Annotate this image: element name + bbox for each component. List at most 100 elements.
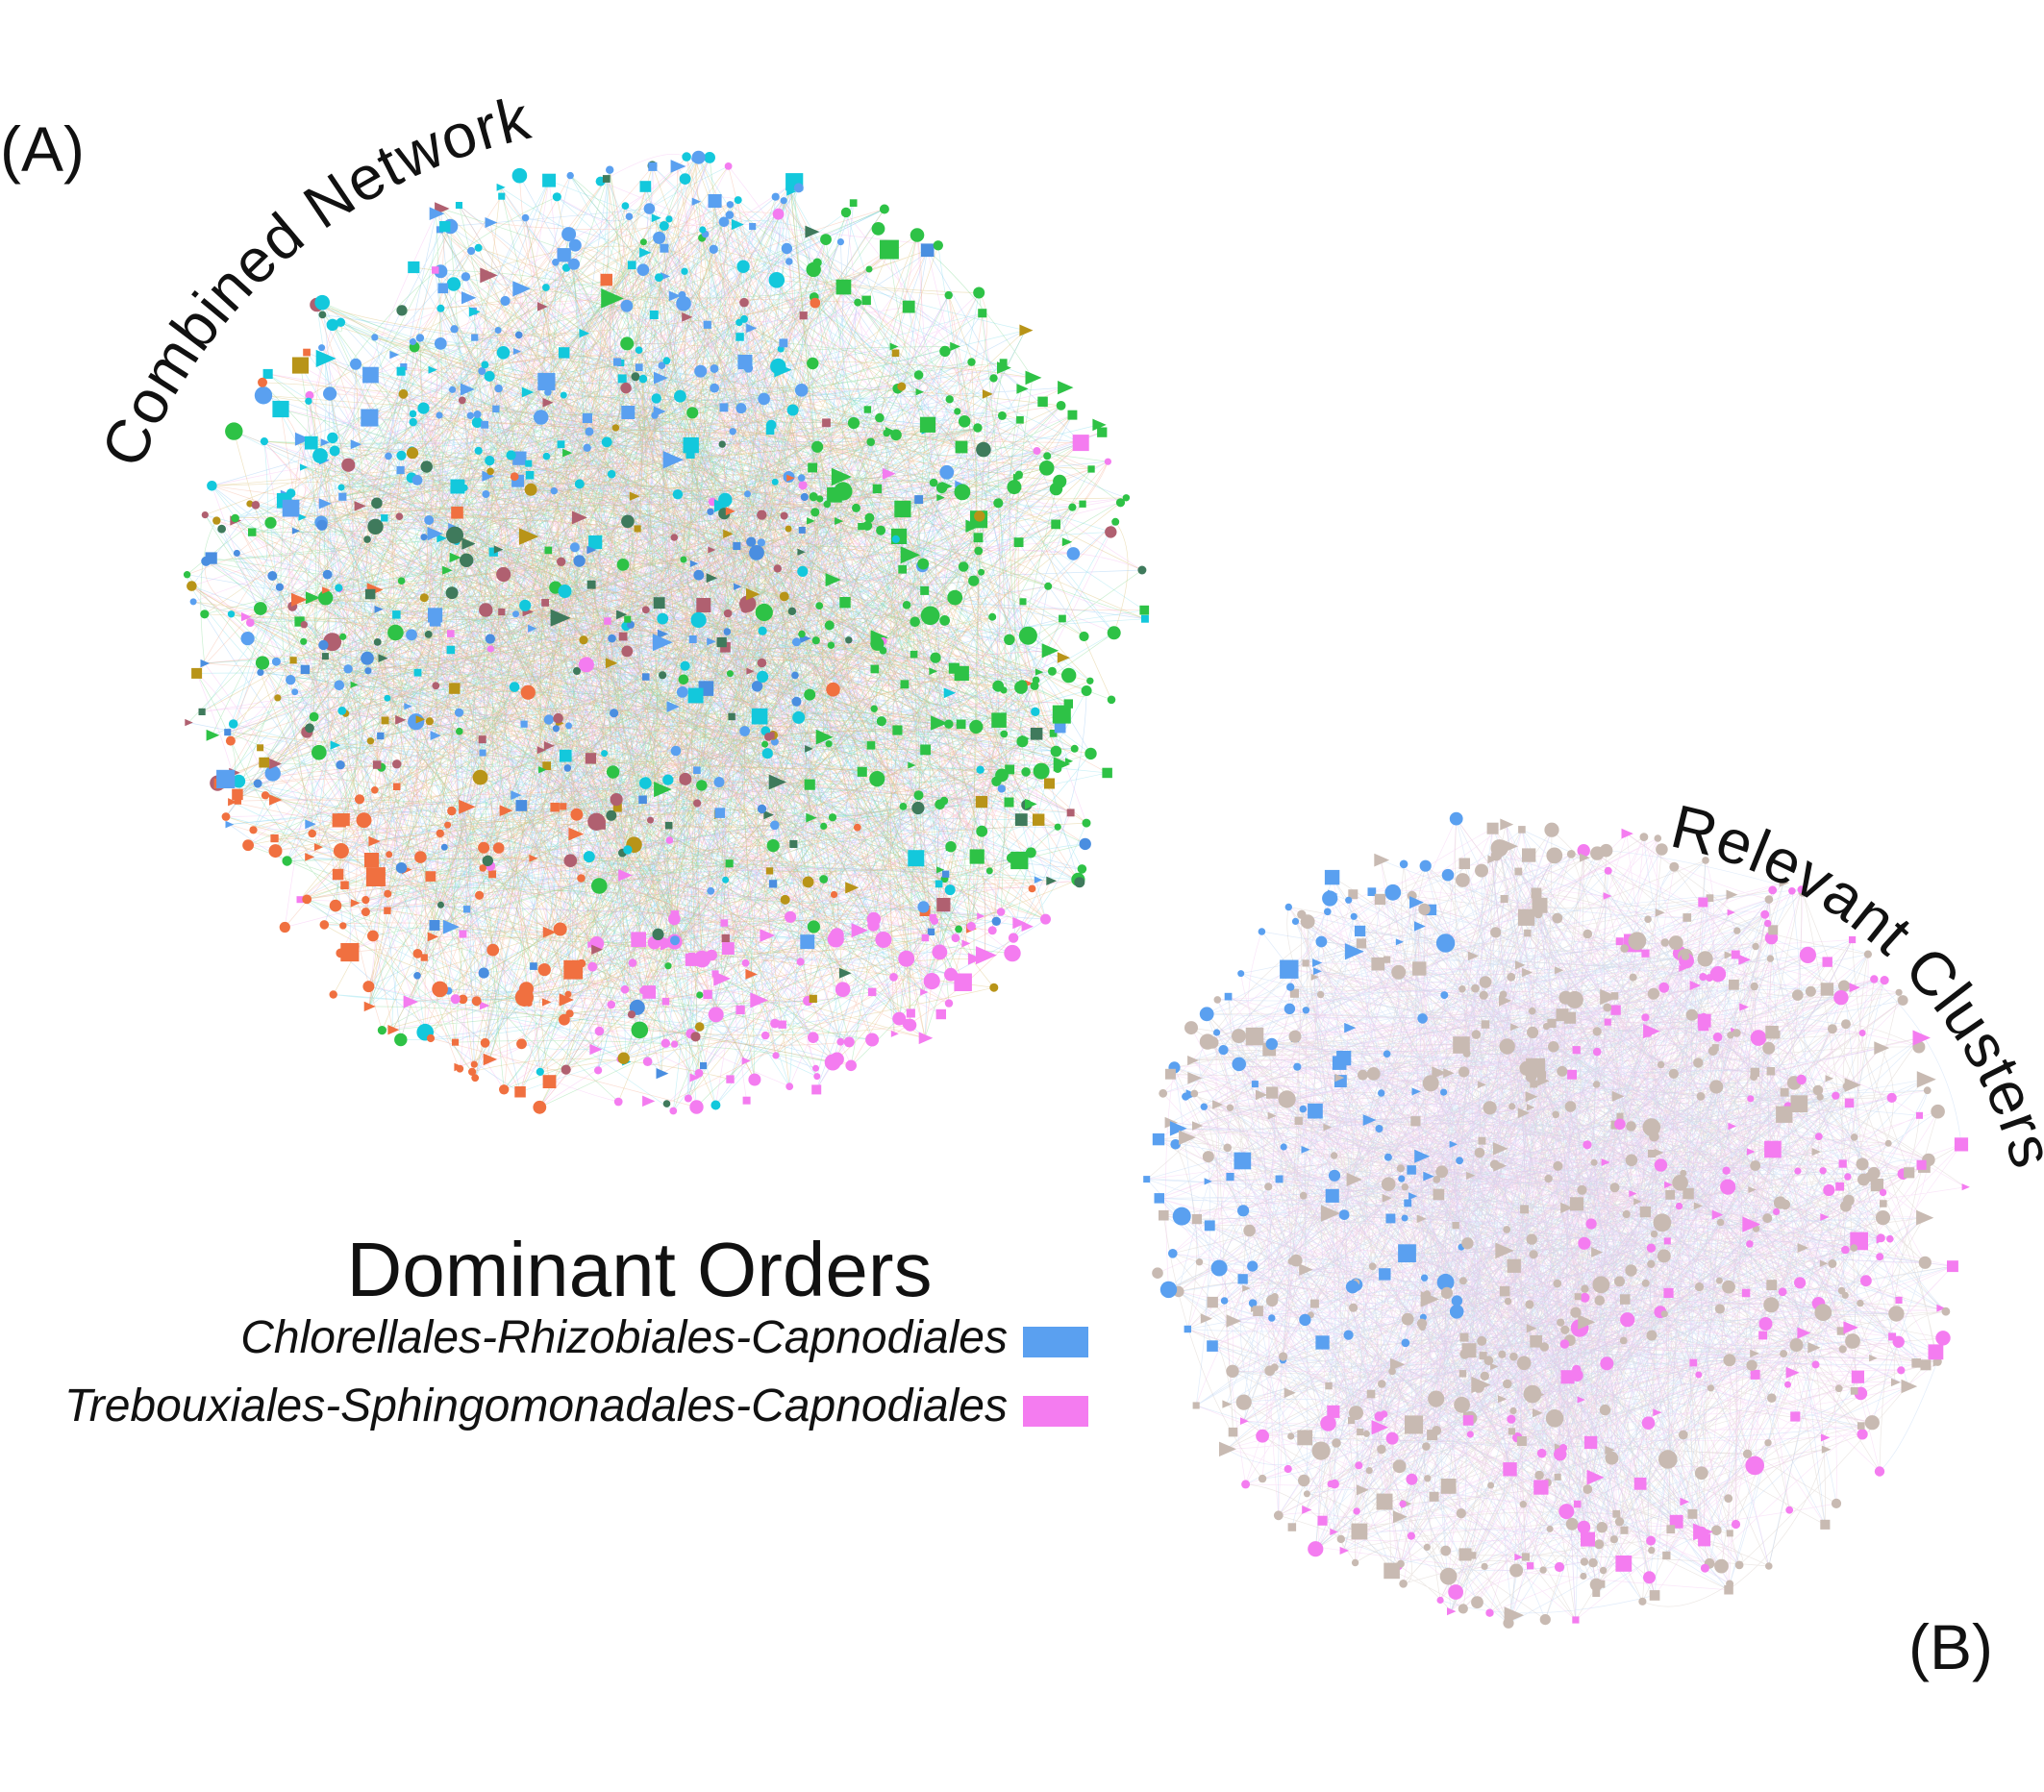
- node-circle: [976, 441, 991, 458]
- node-square: [1478, 1136, 1486, 1145]
- node-circle: [1544, 822, 1559, 837]
- node-circle: [875, 412, 885, 423]
- node-circle: [1315, 935, 1328, 948]
- node-circle: [371, 334, 379, 341]
- node-square: [1154, 1193, 1164, 1204]
- node-circle: [989, 374, 998, 383]
- node-triangle: [305, 591, 320, 605]
- node-circle: [1299, 1191, 1308, 1200]
- node-circle: [813, 1073, 821, 1081]
- node-circle: [1448, 1584, 1463, 1600]
- node-triangle: [1299, 1263, 1313, 1276]
- node-triangle: [1301, 1145, 1310, 1154]
- node-circle: [631, 1021, 649, 1039]
- node-circle: [1845, 1333, 1860, 1349]
- node-circle: [1792, 989, 1804, 1001]
- node-circle: [1213, 1029, 1221, 1036]
- node-square: [849, 199, 858, 207]
- node-square: [872, 484, 883, 494]
- node-square: [999, 359, 1008, 367]
- node-square: [612, 803, 622, 812]
- node-circle: [482, 490, 490, 498]
- node-triangle: [461, 537, 476, 550]
- node-circle: [1355, 1461, 1363, 1470]
- node-square: [1530, 1334, 1542, 1348]
- node-triangle: [305, 853, 315, 861]
- node-circle: [533, 1100, 547, 1114]
- node-circle: [436, 411, 443, 419]
- node-circle: [274, 694, 282, 702]
- node-square: [1697, 1013, 1711, 1028]
- node-circle: [496, 346, 511, 360]
- node-circle: [704, 152, 715, 163]
- node-circle: [1320, 1415, 1336, 1431]
- node-triangle: [1302, 1506, 1312, 1514]
- node-square: [1507, 1258, 1521, 1273]
- edge-bundle: [191, 157, 1146, 1108]
- node-circle: [1424, 1475, 1432, 1482]
- node-circle: [758, 392, 770, 406]
- node-triangle: [1362, 1114, 1377, 1126]
- node-square: [1033, 813, 1045, 826]
- node-triangle: [1825, 1075, 1834, 1083]
- node-square: [1452, 1222, 1459, 1230]
- node-circle: [917, 558, 930, 570]
- node-triangle: [746, 323, 758, 334]
- node-circle: [1458, 1604, 1468, 1614]
- node-circle: [1378, 1089, 1385, 1097]
- node-triangle: [1600, 988, 1618, 1006]
- node-circle: [1592, 1276, 1610, 1294]
- node-triangle: [1449, 1140, 1458, 1148]
- node-triangle: [228, 798, 237, 807]
- node-circle: [1137, 565, 1147, 575]
- node-square: [525, 460, 533, 467]
- node-circle: [1644, 915, 1652, 923]
- node-square: [898, 564, 907, 574]
- node-circle: [1546, 1525, 1554, 1532]
- node-circle: [1553, 1279, 1562, 1288]
- node-circle: [1857, 1429, 1868, 1440]
- node-circle: [552, 725, 561, 733]
- node-square: [488, 547, 498, 557]
- node-circle: [371, 497, 383, 510]
- node-circle: [1303, 1490, 1310, 1498]
- node-circle: [1336, 1534, 1346, 1544]
- node-square: [216, 769, 236, 788]
- node-circle: [565, 722, 572, 730]
- node-square: [1063, 699, 1073, 709]
- node-circle: [608, 634, 616, 643]
- node-circle: [500, 295, 511, 307]
- node-triangle: [936, 866, 945, 874]
- node-square: [1458, 858, 1470, 869]
- node-square: [768, 880, 778, 888]
- node-circle: [869, 771, 885, 787]
- node-circle: [718, 216, 730, 228]
- node-square: [1067, 410, 1078, 420]
- node-triangle: [1313, 967, 1322, 976]
- node-circle: [1672, 1175, 1688, 1191]
- node-circle: [560, 391, 567, 399]
- node-circle: [201, 556, 212, 566]
- node-circle: [485, 634, 495, 644]
- node-circle: [1449, 811, 1463, 826]
- node-circle: [1345, 896, 1353, 904]
- node-triangle: [480, 1001, 490, 1010]
- node-square: [542, 1075, 557, 1088]
- node-square: [719, 403, 729, 412]
- node-circle: [1733, 927, 1741, 934]
- node-circle: [1021, 767, 1031, 777]
- node-circle: [1343, 1330, 1354, 1340]
- node-square: [1844, 1098, 1855, 1108]
- node-triangle: [1187, 1072, 1203, 1084]
- node-square: [481, 420, 488, 429]
- node-triangle: [1312, 958, 1323, 967]
- node-triangle: [1821, 1445, 1832, 1454]
- node-circle: [625, 212, 634, 220]
- node-circle: [1750, 1160, 1761, 1171]
- node-triangle: [428, 365, 437, 374]
- node-square: [664, 821, 673, 830]
- node-square: [1554, 1473, 1561, 1481]
- node-circle: [780, 197, 787, 205]
- node-triangle: [1284, 1387, 1296, 1399]
- node-square: [1698, 897, 1708, 908]
